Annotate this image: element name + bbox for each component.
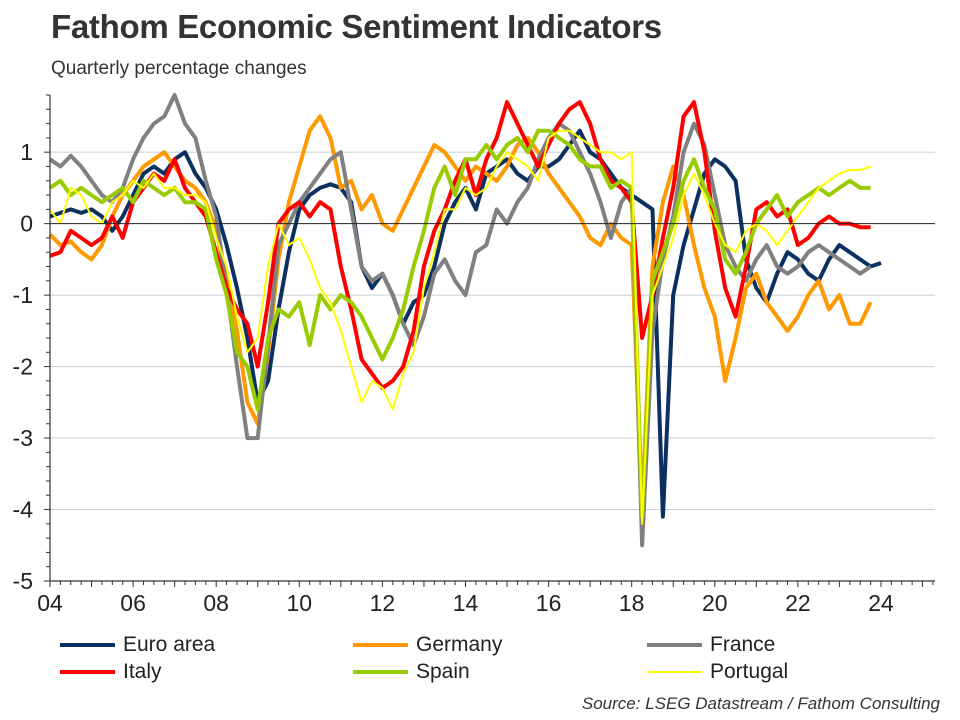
x-tick-label: 24 bbox=[868, 590, 894, 616]
gridlines bbox=[50, 151, 935, 511]
x-tick-label: 20 bbox=[702, 590, 728, 616]
x-tick-labels: 04 06 08 10 12 14 16 18 20 22 24 bbox=[37, 590, 894, 616]
legend-item-germany: Germany bbox=[353, 633, 502, 657]
legend-item-portugal: Portugal bbox=[647, 660, 788, 684]
legend-item-euro-area: Euro area bbox=[60, 633, 215, 657]
chart-subtitle: Quarterly percentage changes bbox=[51, 58, 307, 79]
y-tick-label: 1 bbox=[20, 139, 33, 165]
y-tick-label: 0 bbox=[20, 211, 33, 237]
y-tick-label: -3 bbox=[13, 425, 33, 451]
x-tick-label: 14 bbox=[453, 590, 479, 616]
x-tick-label: 04 bbox=[37, 590, 63, 616]
legend-label: Euro area bbox=[123, 633, 216, 656]
legend-label: Portugal bbox=[710, 660, 789, 683]
x-tick-label: 12 bbox=[370, 590, 396, 616]
x-tick-label: 08 bbox=[203, 590, 229, 616]
x-tick-label: 06 bbox=[120, 590, 146, 616]
legend-label: France bbox=[710, 633, 776, 656]
series-lines bbox=[48, 93, 882, 548]
y-tick-label: -2 bbox=[13, 354, 33, 380]
series-line-spain bbox=[48, 128, 871, 519]
x-tick-label: 10 bbox=[286, 590, 312, 616]
chart-title: Fathom Economic Sentiment Indicators bbox=[51, 8, 662, 45]
legend-item-italy: Italy bbox=[60, 660, 162, 684]
series-line-france bbox=[48, 93, 872, 548]
legend-swatch bbox=[60, 670, 115, 674]
source-note: Source: LSEG Datastream / Fathom Consult… bbox=[581, 694, 940, 713]
y-tick-label: -1 bbox=[13, 282, 33, 308]
legend-label: Germany bbox=[416, 633, 503, 656]
y-tick-label: -5 bbox=[13, 568, 33, 594]
legend-swatch bbox=[60, 643, 115, 647]
y-tick-labels: 1 0 -1 -2 -3 -4 -5 bbox=[13, 139, 34, 594]
x-tick-label: 16 bbox=[536, 590, 562, 616]
legend-swatch bbox=[647, 671, 702, 673]
legend-swatch bbox=[353, 670, 408, 674]
series-line-portugal bbox=[49, 129, 871, 525]
x-tick-label: 22 bbox=[785, 590, 811, 616]
legend-item-france: France bbox=[647, 633, 775, 657]
legend-label: Spain bbox=[416, 660, 470, 683]
legend-label: Italy bbox=[123, 660, 162, 683]
legend-swatch bbox=[647, 643, 702, 647]
legend-swatch bbox=[353, 643, 408, 647]
y-tick-label: -4 bbox=[13, 497, 34, 523]
x-tick-label: 18 bbox=[619, 590, 645, 616]
axes bbox=[44, 94, 935, 587]
legend-item-spain: Spain bbox=[353, 660, 470, 684]
